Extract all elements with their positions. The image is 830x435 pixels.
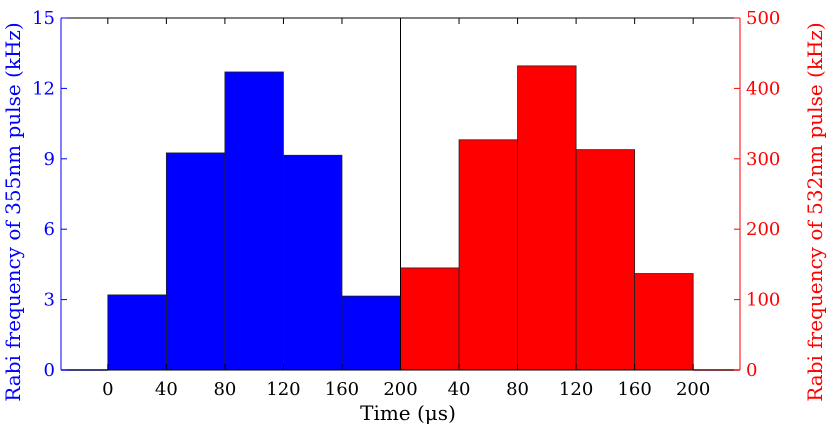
x-axis-ticks: 0 40 80 120 160 200 40 80 120 160 200 [102, 18, 710, 400]
x-tick-label: 40 [155, 379, 178, 400]
blue-bar-3 [283, 154, 343, 371]
y-right-axis-label: Rabi frequency of 532nm pulse (kHz) [803, 22, 827, 401]
blue-bar-1 [165, 152, 226, 371]
y-left-tick-label: 6 [44, 219, 55, 240]
y-right-axis-ticks: 0 100 200 300 400 500 [734, 8, 780, 381]
y-left-tick-label: 15 [32, 8, 55, 29]
blue-bar-0 [107, 294, 167, 371]
y-left-tick-label: 9 [44, 149, 55, 170]
y-left-tick-label: 3 [44, 290, 55, 311]
x-tick-label: 80 [213, 379, 236, 400]
x-axis-label: Time (μs) [360, 401, 456, 425]
x-tick-label: 200 [676, 379, 710, 400]
y-right-tick-label: 100 [746, 290, 780, 311]
y-right-tick-label: 500 [746, 8, 780, 29]
blue-bar-4 [341, 295, 401, 371]
x-tick-label: 200 [383, 379, 417, 400]
x-tick-label: 80 [506, 379, 529, 400]
bars-layer [107, 65, 694, 371]
red-bar-2 [517, 65, 577, 371]
x-tick-label: 120 [266, 379, 300, 400]
y-right-tick-label: 0 [746, 360, 757, 381]
y-right-tick-label: 300 [746, 149, 780, 170]
red-bar-0 [400, 267, 460, 371]
x-tick-label: 160 [617, 379, 651, 400]
red-bar-1 [458, 139, 518, 371]
red-bar-3 [575, 149, 636, 371]
y-left-axis-ticks: 0 3 6 9 12 15 [32, 8, 67, 381]
x-tick-label: 160 [325, 379, 359, 400]
y-right-tick-label: 400 [746, 78, 780, 99]
red-bar-4 [634, 273, 694, 371]
x-tick-label: 0 [102, 379, 113, 400]
y-left-axis-label: Rabi frequency of 355nm pulse (kHz) [1, 22, 25, 401]
y-right-tick-label: 200 [746, 219, 780, 240]
y-left-tick-label: 12 [32, 78, 55, 99]
x-tick-label: 40 [448, 379, 471, 400]
blue-bar-2 [224, 71, 284, 371]
y-left-tick-label: 0 [44, 360, 55, 381]
x-tick-label: 120 [559, 379, 593, 400]
